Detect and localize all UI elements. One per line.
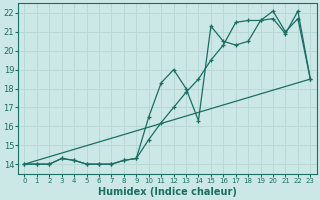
X-axis label: Humidex (Indice chaleur): Humidex (Indice chaleur) bbox=[98, 187, 237, 197]
